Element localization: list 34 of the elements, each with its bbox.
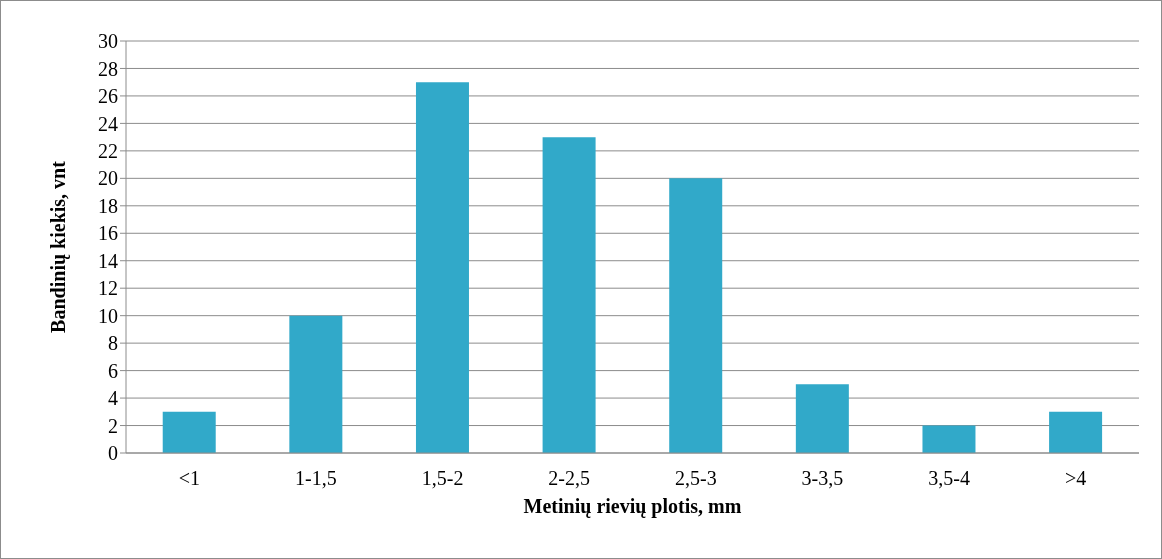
y-tick-label: 0 <box>108 442 118 465</box>
y-tick-label: 8 <box>108 332 118 355</box>
x-axis-title: Metinių rievių plotis, mm <box>523 495 742 518</box>
x-tick-label: 3-3,5 <box>801 467 844 490</box>
y-tick-label: 20 <box>98 167 118 190</box>
x-tick-label: 1-1,5 <box>295 467 337 490</box>
y-tick-label: 30 <box>98 30 118 53</box>
y-axis-title: Bandinių kiekis, vnt <box>47 160 71 333</box>
bar <box>669 178 723 453</box>
y-tick-label: 22 <box>98 139 118 162</box>
y-tick-label: 14 <box>98 249 118 272</box>
bar <box>415 82 469 453</box>
x-tick-label: 2,5-3 <box>674 467 717 490</box>
x-tick-label: <1 <box>178 467 200 490</box>
bar <box>542 137 596 453</box>
y-tick-label: 6 <box>108 359 118 382</box>
bar <box>162 411 216 453</box>
y-tick-label: 24 <box>98 112 118 135</box>
y-tick-label: 28 <box>98 57 118 80</box>
y-tick-label: 18 <box>98 194 118 217</box>
bar <box>1049 411 1103 453</box>
x-tick-label: 3,5-4 <box>928 467 970 490</box>
y-tick-label: 10 <box>98 304 118 327</box>
x-tick-label: >4 <box>1065 467 1087 490</box>
x-tick-label: 1,5-2 <box>421 467 464 490</box>
y-tick-label: 4 <box>108 387 118 410</box>
y-tick-label: 16 <box>98 222 118 245</box>
y-tick-label: 2 <box>108 414 118 437</box>
y-tick-label: 12 <box>98 277 118 300</box>
bar <box>289 315 343 453</box>
y-tick-label: 26 <box>98 85 118 108</box>
bar <box>922 425 976 453</box>
x-tick-label: 2-2,5 <box>548 467 591 490</box>
bar <box>795 384 849 453</box>
